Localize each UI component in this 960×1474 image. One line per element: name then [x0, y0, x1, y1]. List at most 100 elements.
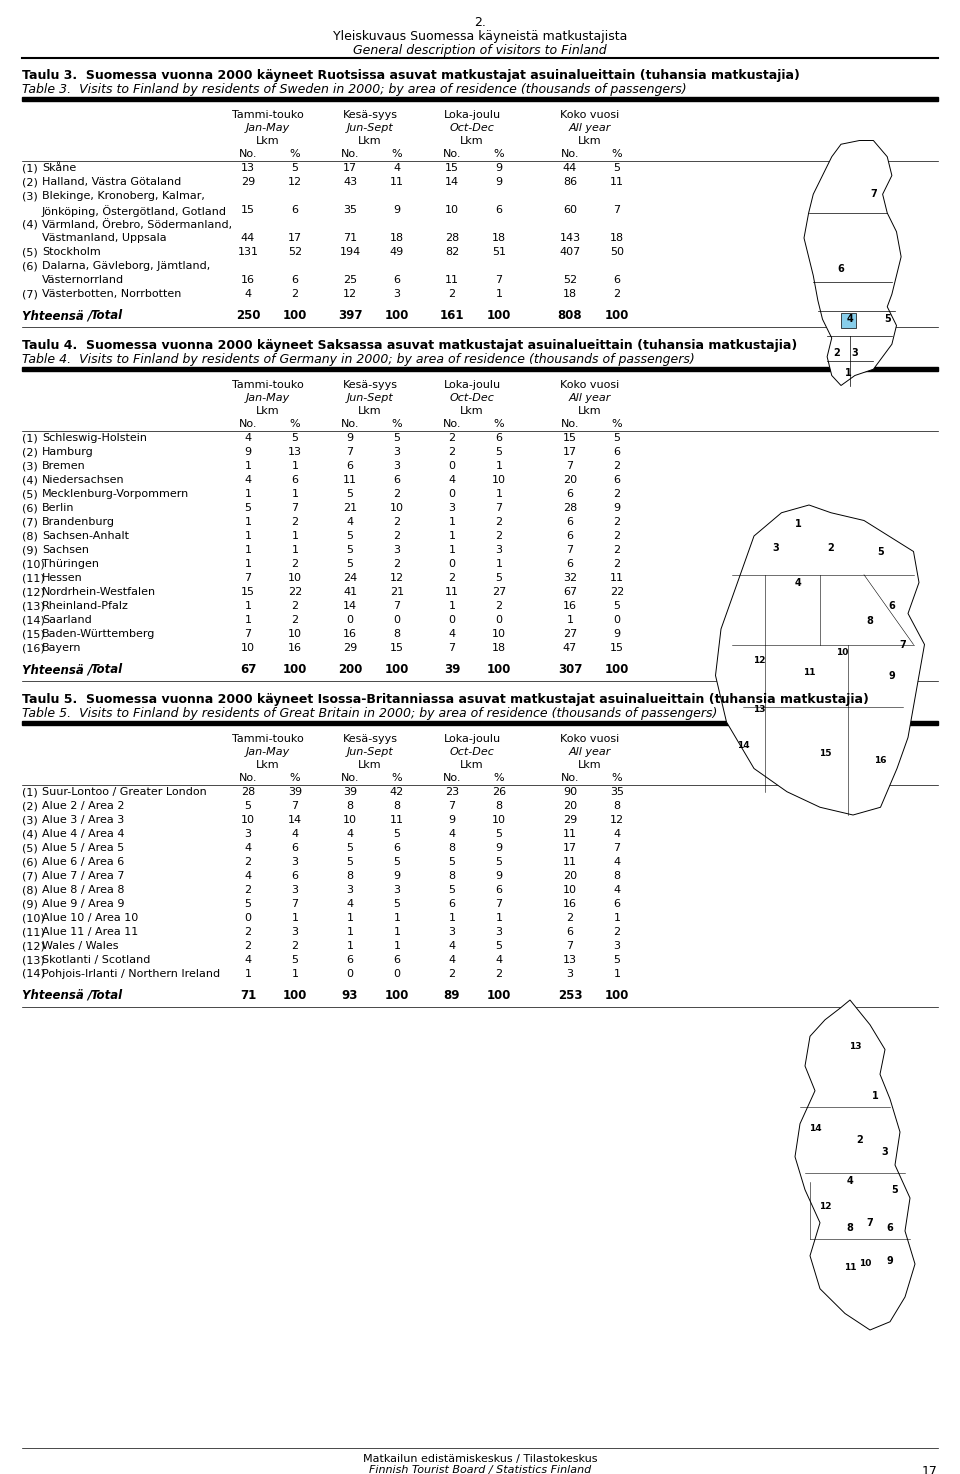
- Text: 5: 5: [892, 1185, 899, 1195]
- Text: 9: 9: [613, 629, 620, 640]
- Text: 49: 49: [390, 248, 404, 256]
- Text: 9: 9: [495, 177, 503, 187]
- Text: Jan-May: Jan-May: [246, 122, 290, 133]
- Text: 39: 39: [444, 663, 460, 677]
- Text: 52: 52: [288, 248, 302, 256]
- Text: No.: No.: [341, 149, 359, 159]
- Text: 1: 1: [394, 940, 400, 951]
- Text: 3: 3: [881, 1147, 888, 1157]
- Text: 1: 1: [347, 927, 353, 937]
- Text: 10: 10: [390, 503, 404, 513]
- Text: Kesä-syys: Kesä-syys: [343, 380, 397, 391]
- Text: Lkm: Lkm: [256, 405, 279, 416]
- Text: 17: 17: [288, 233, 302, 243]
- Text: Sachsen: Sachsen: [42, 545, 89, 556]
- Text: Stockholm: Stockholm: [42, 248, 101, 256]
- Text: %: %: [290, 149, 300, 159]
- Text: No.: No.: [561, 149, 579, 159]
- Text: 6: 6: [394, 475, 400, 485]
- Text: Lkm: Lkm: [358, 136, 382, 146]
- Text: 27: 27: [563, 629, 577, 640]
- Text: (7): (7): [22, 289, 37, 299]
- Text: Oct-Dec: Oct-Dec: [449, 747, 494, 758]
- Text: 1: 1: [448, 912, 455, 923]
- Text: 2: 2: [495, 531, 503, 541]
- Text: 8: 8: [448, 871, 456, 881]
- Text: 8: 8: [847, 1223, 853, 1232]
- Text: Yhteensä /: Yhteensä /: [22, 310, 92, 321]
- Text: (4): (4): [22, 475, 37, 485]
- Text: 10: 10: [445, 205, 459, 215]
- Text: 161: 161: [440, 310, 465, 321]
- Text: 9: 9: [495, 843, 503, 853]
- Text: 6: 6: [566, 531, 573, 541]
- Text: 6: 6: [566, 489, 573, 500]
- Text: 8: 8: [613, 800, 620, 811]
- Text: 100: 100: [385, 663, 409, 677]
- Text: Total: Total: [90, 310, 122, 321]
- Text: 8: 8: [347, 871, 353, 881]
- Text: 5: 5: [495, 940, 502, 951]
- Text: 3: 3: [773, 544, 780, 553]
- Text: 21: 21: [343, 503, 357, 513]
- Text: 2: 2: [292, 517, 299, 528]
- Text: (10): (10): [22, 559, 45, 569]
- Text: (1): (1): [22, 787, 37, 797]
- Text: 10: 10: [492, 629, 506, 640]
- Text: Koko vuosi: Koko vuosi: [561, 734, 619, 744]
- Text: 1: 1: [495, 461, 502, 472]
- Text: 1: 1: [495, 559, 502, 569]
- Text: 18: 18: [492, 643, 506, 653]
- Text: 8: 8: [866, 616, 873, 626]
- Text: 5: 5: [245, 503, 252, 513]
- Text: Yleiskuvaus Suomessa käyneistä matkustajista: Yleiskuvaus Suomessa käyneistä matkustaj…: [333, 29, 627, 43]
- Text: 16: 16: [875, 756, 887, 765]
- Text: 20: 20: [563, 475, 577, 485]
- Text: Taulu 5.  Suomessa vuonna 2000 käyneet Isossa-Britanniassa asuvat matkustajat as: Taulu 5. Suomessa vuonna 2000 käyneet Is…: [22, 693, 869, 706]
- Text: 4: 4: [245, 475, 252, 485]
- Text: Sachsen-Anhalt: Sachsen-Anhalt: [42, 531, 129, 541]
- Text: Brandenburg: Brandenburg: [42, 517, 115, 528]
- Text: (9): (9): [22, 899, 37, 909]
- Text: 4: 4: [245, 433, 252, 444]
- Text: 11: 11: [390, 177, 404, 187]
- Text: Loka-joulu: Loka-joulu: [444, 734, 500, 744]
- Text: (13): (13): [22, 601, 45, 612]
- Text: General description of visitors to Finland: General description of visitors to Finla…: [353, 44, 607, 57]
- Text: Wales / Wales: Wales / Wales: [42, 940, 118, 951]
- Text: Bayern: Bayern: [42, 643, 82, 653]
- Text: 100: 100: [487, 310, 511, 321]
- Text: 1: 1: [245, 489, 252, 500]
- Text: 100: 100: [487, 989, 511, 1002]
- Text: 4: 4: [495, 955, 503, 965]
- Text: 7: 7: [900, 640, 906, 650]
- Text: 15: 15: [563, 433, 577, 444]
- Text: 2: 2: [833, 348, 840, 358]
- Text: 60: 60: [563, 205, 577, 215]
- Text: Bremen: Bremen: [42, 461, 85, 472]
- Text: 14: 14: [736, 741, 750, 750]
- Text: %: %: [612, 149, 622, 159]
- Text: (5): (5): [22, 248, 37, 256]
- Text: 4: 4: [394, 164, 400, 172]
- Text: 29: 29: [563, 815, 577, 825]
- Text: Hessen: Hessen: [42, 573, 83, 584]
- Text: 9: 9: [495, 871, 503, 881]
- Text: 1: 1: [613, 912, 620, 923]
- Text: Oct-Dec: Oct-Dec: [449, 122, 494, 133]
- Text: 44: 44: [563, 164, 577, 172]
- Text: 16: 16: [563, 601, 577, 612]
- Text: 100: 100: [605, 663, 629, 677]
- Text: (7): (7): [22, 517, 37, 528]
- Text: 2: 2: [856, 1135, 863, 1145]
- Text: 67: 67: [240, 663, 256, 677]
- Text: Suur-Lontoo / Greater London: Suur-Lontoo / Greater London: [42, 787, 206, 797]
- Text: Niedersachsen: Niedersachsen: [42, 475, 125, 485]
- Text: 11: 11: [803, 668, 815, 677]
- Text: 15: 15: [819, 749, 831, 758]
- Text: Blekinge, Kronoberg, Kalmar,: Blekinge, Kronoberg, Kalmar,: [42, 192, 204, 200]
- Text: 143: 143: [560, 233, 581, 243]
- Text: 4: 4: [292, 828, 299, 839]
- Text: Total: Total: [90, 663, 122, 677]
- Text: 1: 1: [245, 615, 252, 625]
